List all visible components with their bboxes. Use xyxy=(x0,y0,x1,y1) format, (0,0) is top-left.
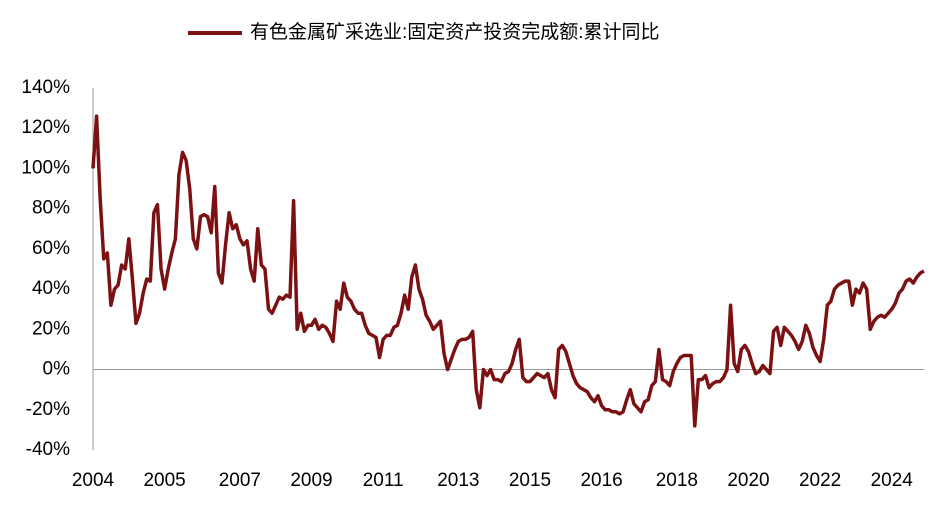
x-tick-label: 2024 xyxy=(871,470,914,491)
x-tick-label: 2020 xyxy=(727,470,769,491)
series-line xyxy=(91,114,925,428)
x-tick-label: 2005 xyxy=(143,470,185,491)
y-tick-label: 100% xyxy=(21,157,70,178)
legend-label: 有色金属矿采选业:固定资产投资完成额:累计同比 xyxy=(250,21,660,43)
y-tick-label: -20% xyxy=(26,399,70,420)
x-tick-label: 2022 xyxy=(799,470,841,491)
y-tick-label: 80% xyxy=(32,198,70,219)
y-tick-label: 60% xyxy=(32,238,70,259)
y-tick-label: 0% xyxy=(43,359,71,380)
y-tick-label: 40% xyxy=(32,278,70,299)
y-tick-label: 140% xyxy=(21,77,70,98)
x-tick-label: 2007 xyxy=(219,470,261,491)
x-tick-label: 2011 xyxy=(363,470,404,491)
x-tick-label: 2009 xyxy=(290,470,332,491)
y-tick-label: 120% xyxy=(21,117,70,138)
x-tick-label: 2016 xyxy=(580,470,622,491)
y-tick-label: 20% xyxy=(32,318,70,339)
x-tick-label: 2004 xyxy=(72,470,115,491)
x-tick-label: 2015 xyxy=(509,470,551,491)
y-tick-label: -40% xyxy=(26,439,70,460)
x-tick-label: 2013 xyxy=(437,470,479,491)
x-tick-label: 2018 xyxy=(656,470,698,491)
